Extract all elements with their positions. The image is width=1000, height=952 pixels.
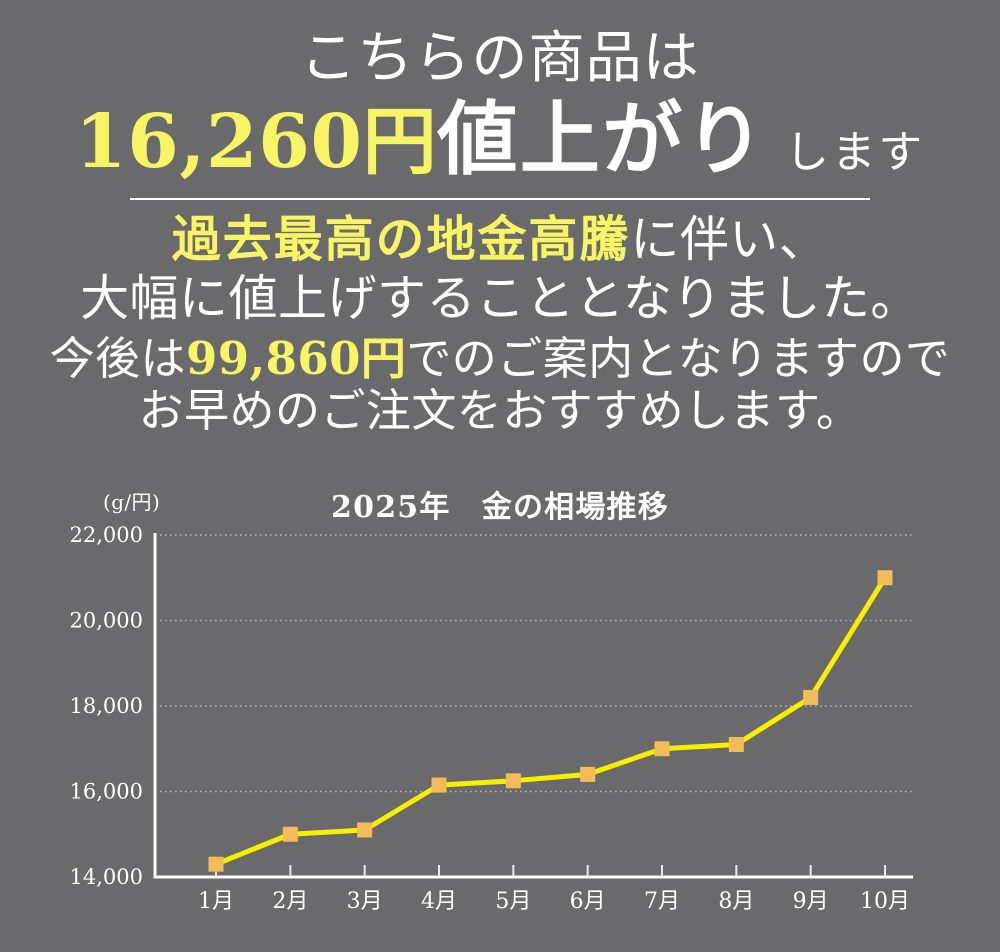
data-point-marker (654, 741, 670, 757)
x-axis-tick-label: 1月 (198, 889, 234, 914)
x-axis-tick-label: 9月 (793, 889, 829, 914)
data-point-marker (282, 826, 298, 842)
divider-line (130, 198, 870, 201)
data-point-marker (505, 773, 521, 789)
data-point-marker (208, 856, 224, 872)
price-increase-emphasis: 値上がり (437, 91, 768, 186)
x-axis-tick-label: 8月 (718, 889, 754, 914)
y-axis-tick-label: 20,000 (70, 609, 143, 633)
new-price-pre: 今後は (49, 332, 186, 386)
reason-highlight: 過去最高の地金高騰 (171, 210, 631, 269)
new-price-line: 今後は99,860円でのご案内となりますので (0, 332, 1000, 386)
x-axis-tick-label: 4月 (421, 889, 457, 914)
data-point-marker (877, 570, 893, 586)
y-axis-tick-label: 18,000 (70, 694, 143, 718)
data-point-marker (803, 689, 819, 705)
x-axis-tick-label: 10月 (860, 889, 910, 914)
gold-price-chart: (g/円) 2025年 金の相場推移 14,000 16,000 18,000 20,… (0, 478, 1000, 952)
gold-price-chart-svg: 14,000 16,000 18,000 20,000 22,000 1月 2月 3月 4月 5月… (70, 523, 913, 914)
hero-text-block: こちらの商品は 16,260円値上がり します 過去最高の地金高騰に伴い、 大幅に… (0, 0, 1000, 437)
y-axis-tick-label: 14,000 (70, 865, 143, 889)
data-point-marker (728, 736, 744, 752)
x-axis-tick-label: 3月 (347, 889, 383, 914)
price-increase-amount: 16,260円 (75, 98, 438, 185)
announcement-line: 大幅に値上げすることとなりました。 (80, 270, 920, 328)
headline-line1: こちらの商品は (300, 26, 700, 91)
reason-line: 過去最高の地金高騰に伴い、 (0, 210, 1000, 269)
data-point-marker (357, 822, 373, 838)
y-axis-tick-label: 16,000 (70, 780, 143, 804)
reason-rest: に伴い、 (630, 211, 829, 269)
new-price-amount: 99,860円 (185, 332, 407, 386)
call-to-action-line: お早めのご注文をおすすめします。 (138, 384, 862, 438)
data-point-marker (580, 766, 596, 782)
data-point-marker (431, 777, 447, 793)
x-axis-tick-label: 5月 (495, 889, 531, 914)
new-price-post: でのご案内となりますので (406, 332, 951, 386)
x-axis-tick-label: 7月 (644, 889, 680, 914)
headline-suffix: します (785, 126, 925, 178)
price-line (215, 576, 888, 867)
chart-unit-label: (g/円) (103, 490, 161, 514)
y-axis-tick-label: 22,000 (70, 523, 143, 547)
x-axis-tick-label: 6月 (570, 889, 606, 914)
headline-line2: 16,260円値上がり します (0, 91, 1000, 186)
chart-title: 2025年 金の相場推移 (331, 490, 669, 525)
x-axis-tick-label: 2月 (272, 889, 308, 914)
